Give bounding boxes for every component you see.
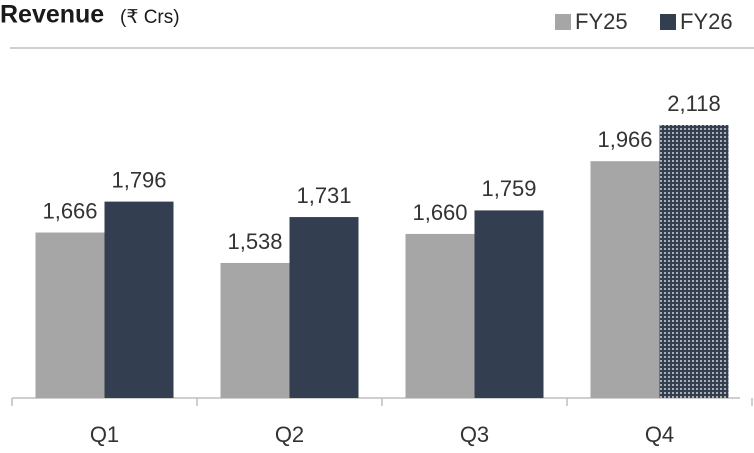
chart-subtitle: (₹ Crs) — [120, 7, 180, 28]
value-label: 1,796 — [111, 167, 166, 192]
value-label: 1,660 — [412, 200, 467, 225]
value-label: 1,759 — [481, 176, 536, 201]
bar — [289, 217, 359, 398]
x-tick-label: Q2 — [275, 422, 304, 447]
bar — [104, 201, 174, 398]
bar — [405, 233, 475, 398]
x-tick-label: Q3 — [460, 422, 489, 447]
value-label: 1,666 — [42, 198, 97, 223]
legend-label: FY26 — [680, 9, 733, 34]
chart-title: Revenue — [0, 1, 104, 29]
bar — [35, 232, 105, 398]
legend-swatch — [555, 14, 571, 30]
bar — [474, 210, 544, 398]
value-label: 1,966 — [597, 127, 652, 152]
legend-swatch — [660, 14, 676, 30]
value-label: 1,538 — [227, 229, 282, 254]
bar — [220, 262, 290, 398]
bar — [659, 125, 729, 398]
value-label: 1,731 — [296, 183, 351, 208]
x-tick-label: Q4 — [645, 422, 674, 447]
bar — [590, 161, 660, 398]
value-label: 2,118 — [667, 91, 720, 116]
legend-label: FY25 — [575, 9, 628, 34]
x-tick-label: Q1 — [90, 422, 119, 447]
